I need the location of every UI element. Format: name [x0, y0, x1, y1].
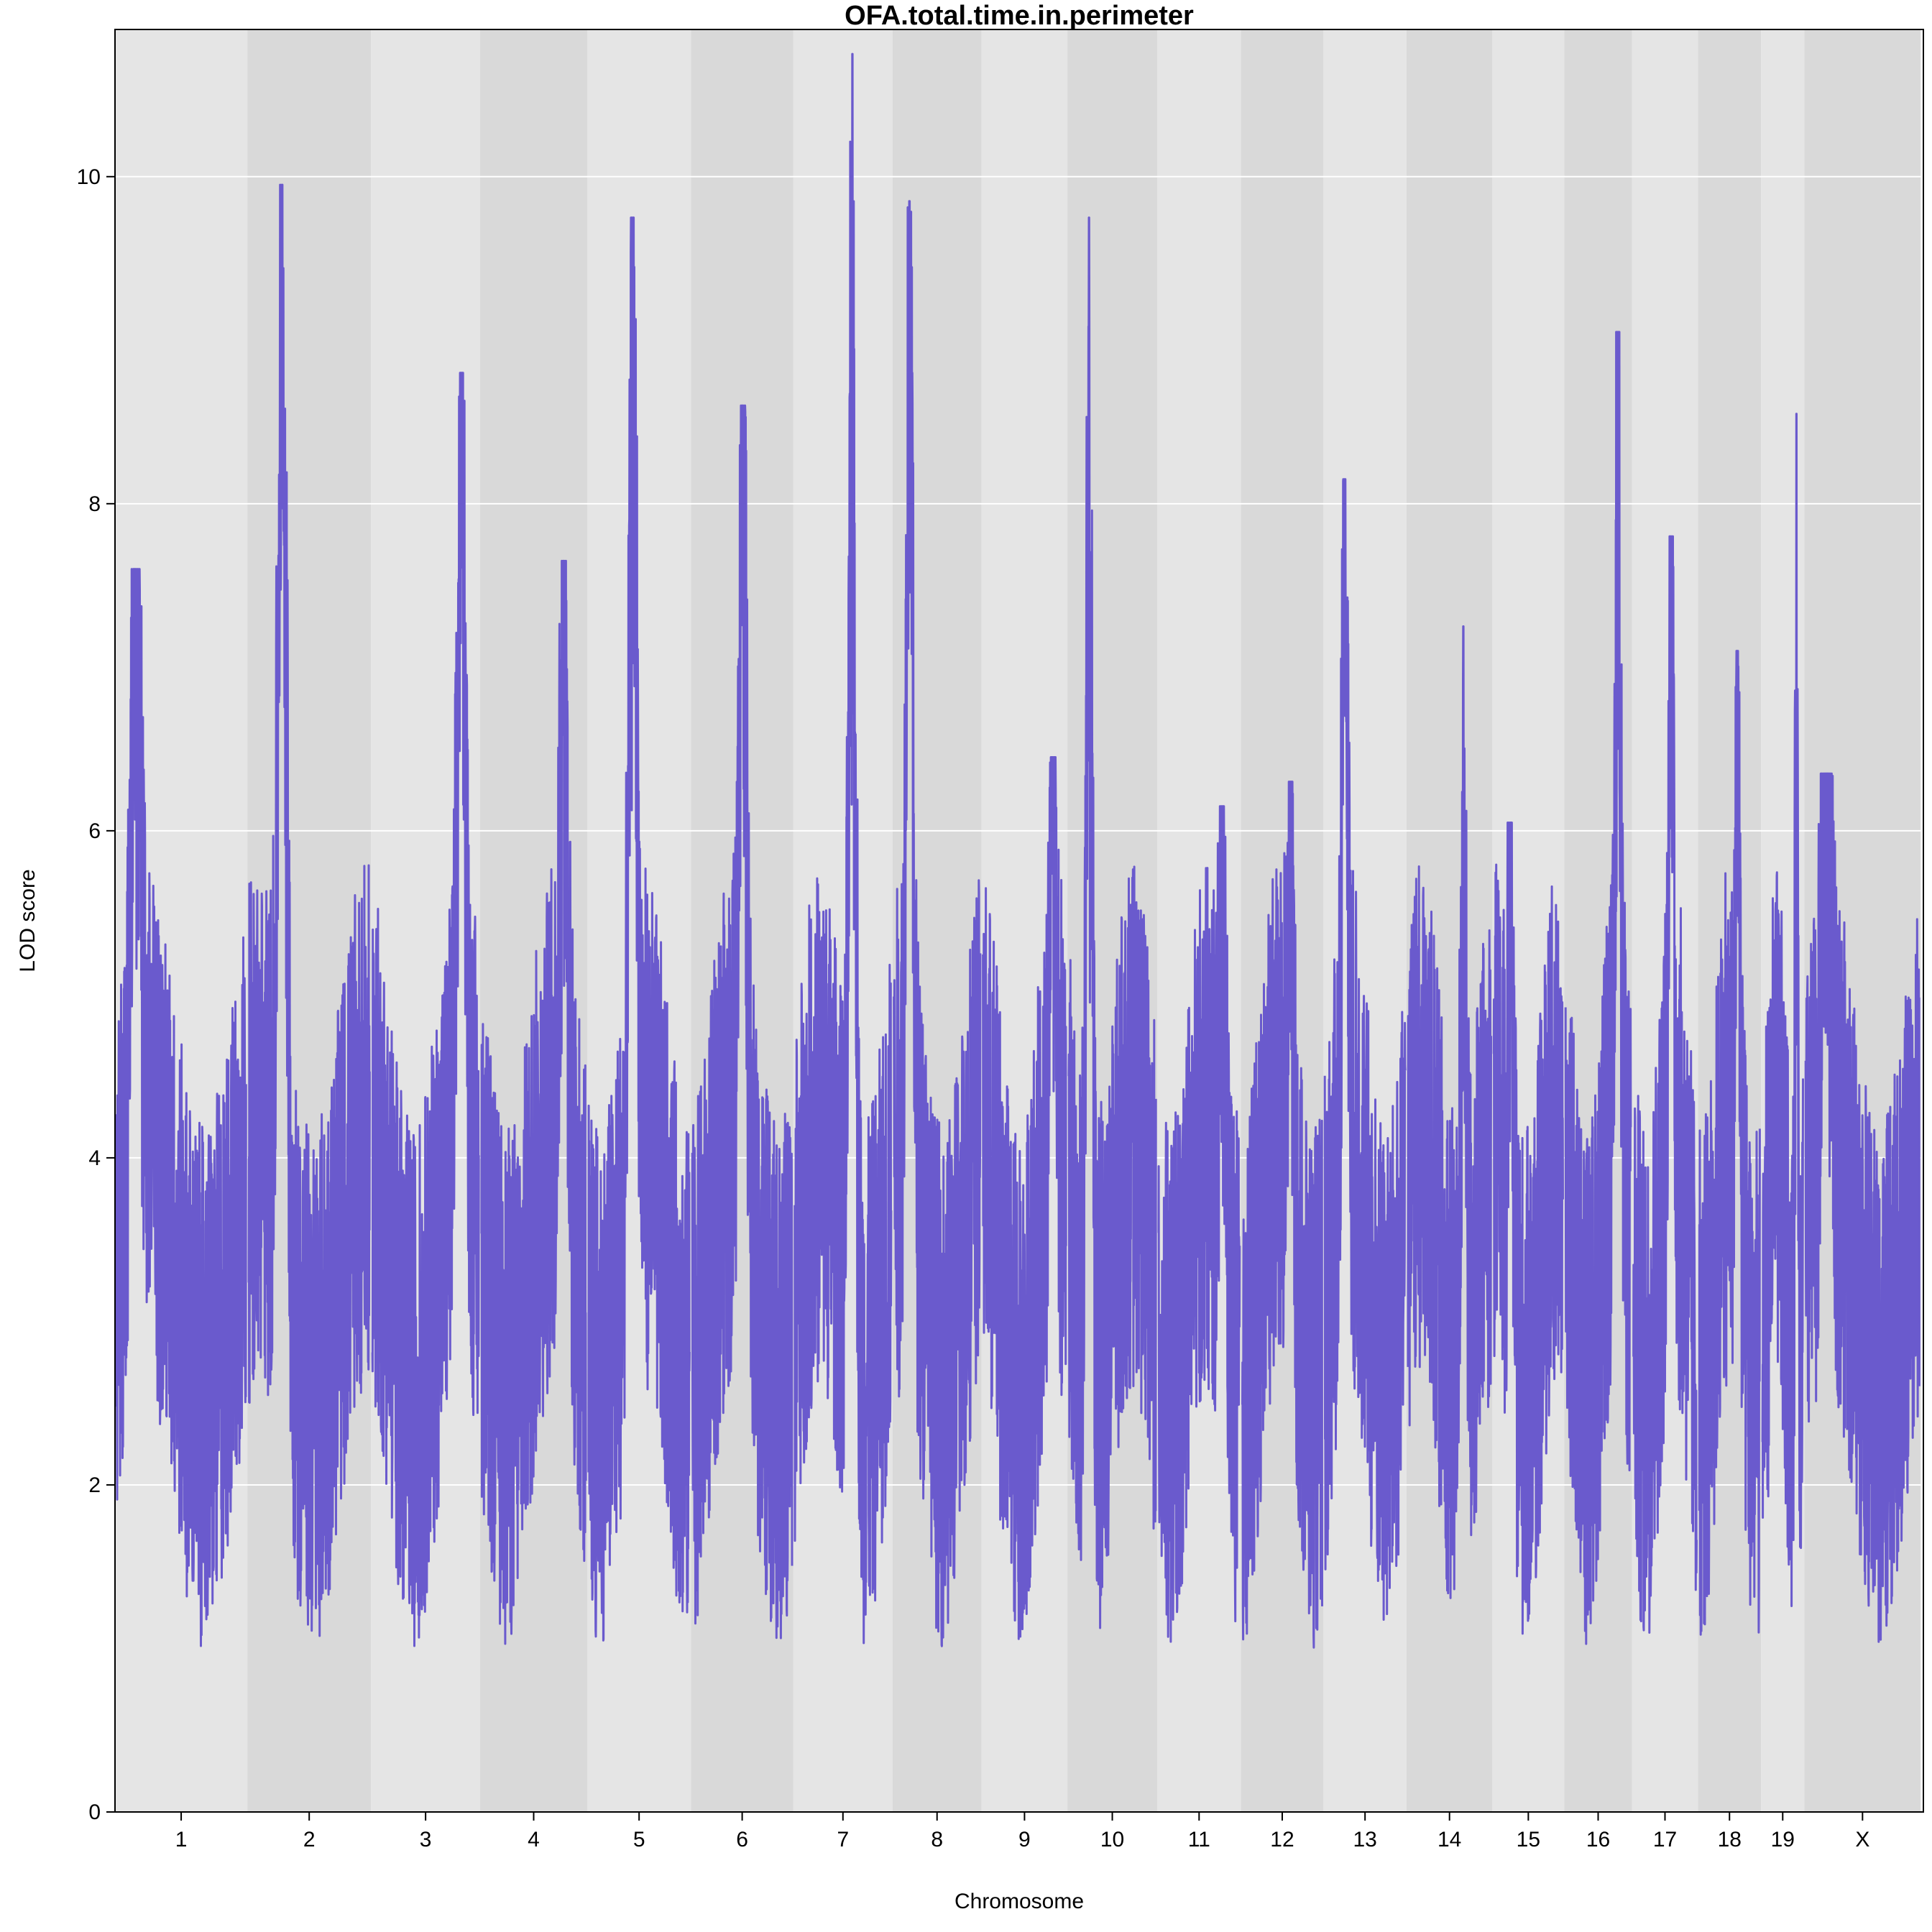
lod-line-chr-19 [1761, 413, 1804, 1607]
y-tick-label: 6 [88, 819, 101, 843]
x-tick-label-13: 13 [1353, 1828, 1376, 1852]
x-tick-label-11: 11 [1188, 1828, 1210, 1852]
lod-line-chr-9 [982, 756, 1067, 1640]
x-tick-label-6: 6 [736, 1828, 748, 1852]
lod-line-chr-18 [1698, 650, 1761, 1636]
x-tick-label-16: 16 [1586, 1828, 1610, 1852]
x-tick-label-X: X [1855, 1828, 1869, 1852]
x-tick-label-9: 9 [1018, 1828, 1031, 1852]
lod-series [115, 52, 1920, 1649]
plot-frame [114, 29, 1924, 1813]
x-tick-label-10: 10 [1100, 1828, 1124, 1852]
lod-line-chr-3 [371, 372, 480, 1647]
lod-line-chr-5 [587, 216, 691, 1642]
x-tick-label-1: 1 [175, 1828, 188, 1852]
x-tick-label-19: 19 [1771, 1828, 1795, 1852]
chromosome-band-13 [1323, 29, 1407, 1812]
y-tick-label: 4 [88, 1146, 101, 1170]
x-tick-label-17: 17 [1653, 1828, 1677, 1852]
x-tick-label-4: 4 [528, 1828, 540, 1852]
y-tick-label: 0 [88, 1800, 101, 1824]
lod-line-chr-11 [1157, 805, 1241, 1643]
x-axis-label: Chromosome [954, 1890, 1084, 1913]
y-tick-label: 8 [88, 492, 101, 516]
x-tick-label-3: 3 [420, 1828, 432, 1852]
lod-line-chr-10 [1067, 216, 1157, 1629]
x-tick-label-2: 2 [303, 1828, 316, 1852]
x-tick-label-8: 8 [931, 1828, 943, 1852]
lod-line-chr-15 [1492, 822, 1564, 1635]
lod-line-chr-1 [115, 568, 247, 1647]
x-tick-label-12: 12 [1270, 1828, 1294, 1852]
lod-line-chr-2 [247, 183, 371, 1637]
x-tick-label-5: 5 [633, 1828, 645, 1852]
lod-line-chr-X [1804, 772, 1920, 1643]
lod-line-chr-6 [691, 404, 794, 1639]
lod-line-chr-8 [893, 200, 982, 1647]
x-axis: 1 2 3 4 5 6 7 8 9 10 11 12 13 14 15 16 17 18 19 X [175, 1812, 1869, 1852]
chart-title: OFA.total.time.in.perimeter [845, 1, 1194, 31]
x-tick-label-15: 15 [1517, 1828, 1540, 1852]
x-tick-label-14: 14 [1438, 1828, 1461, 1852]
y-tick-label: 10 [77, 165, 101, 189]
lod-line-chr-14 [1407, 625, 1492, 1599]
lod-line-chr-7 [794, 52, 893, 1644]
lod-line-chr-12 [1241, 781, 1323, 1649]
x-tick-label-7: 7 [837, 1828, 849, 1852]
y-axis: 0 2 4 6 8 10 [77, 165, 115, 1824]
lod-line-chr-17 [1632, 535, 1698, 1634]
lod-line-chr-16 [1564, 331, 1632, 1645]
lod-line-chr-4 [480, 559, 587, 1645]
x-tick-label-18: 18 [1718, 1828, 1742, 1852]
lod-line-chr-13 [1323, 478, 1407, 1621]
y-tick-label: 2 [88, 1473, 101, 1497]
y-axis-label: LOD score [16, 869, 40, 972]
